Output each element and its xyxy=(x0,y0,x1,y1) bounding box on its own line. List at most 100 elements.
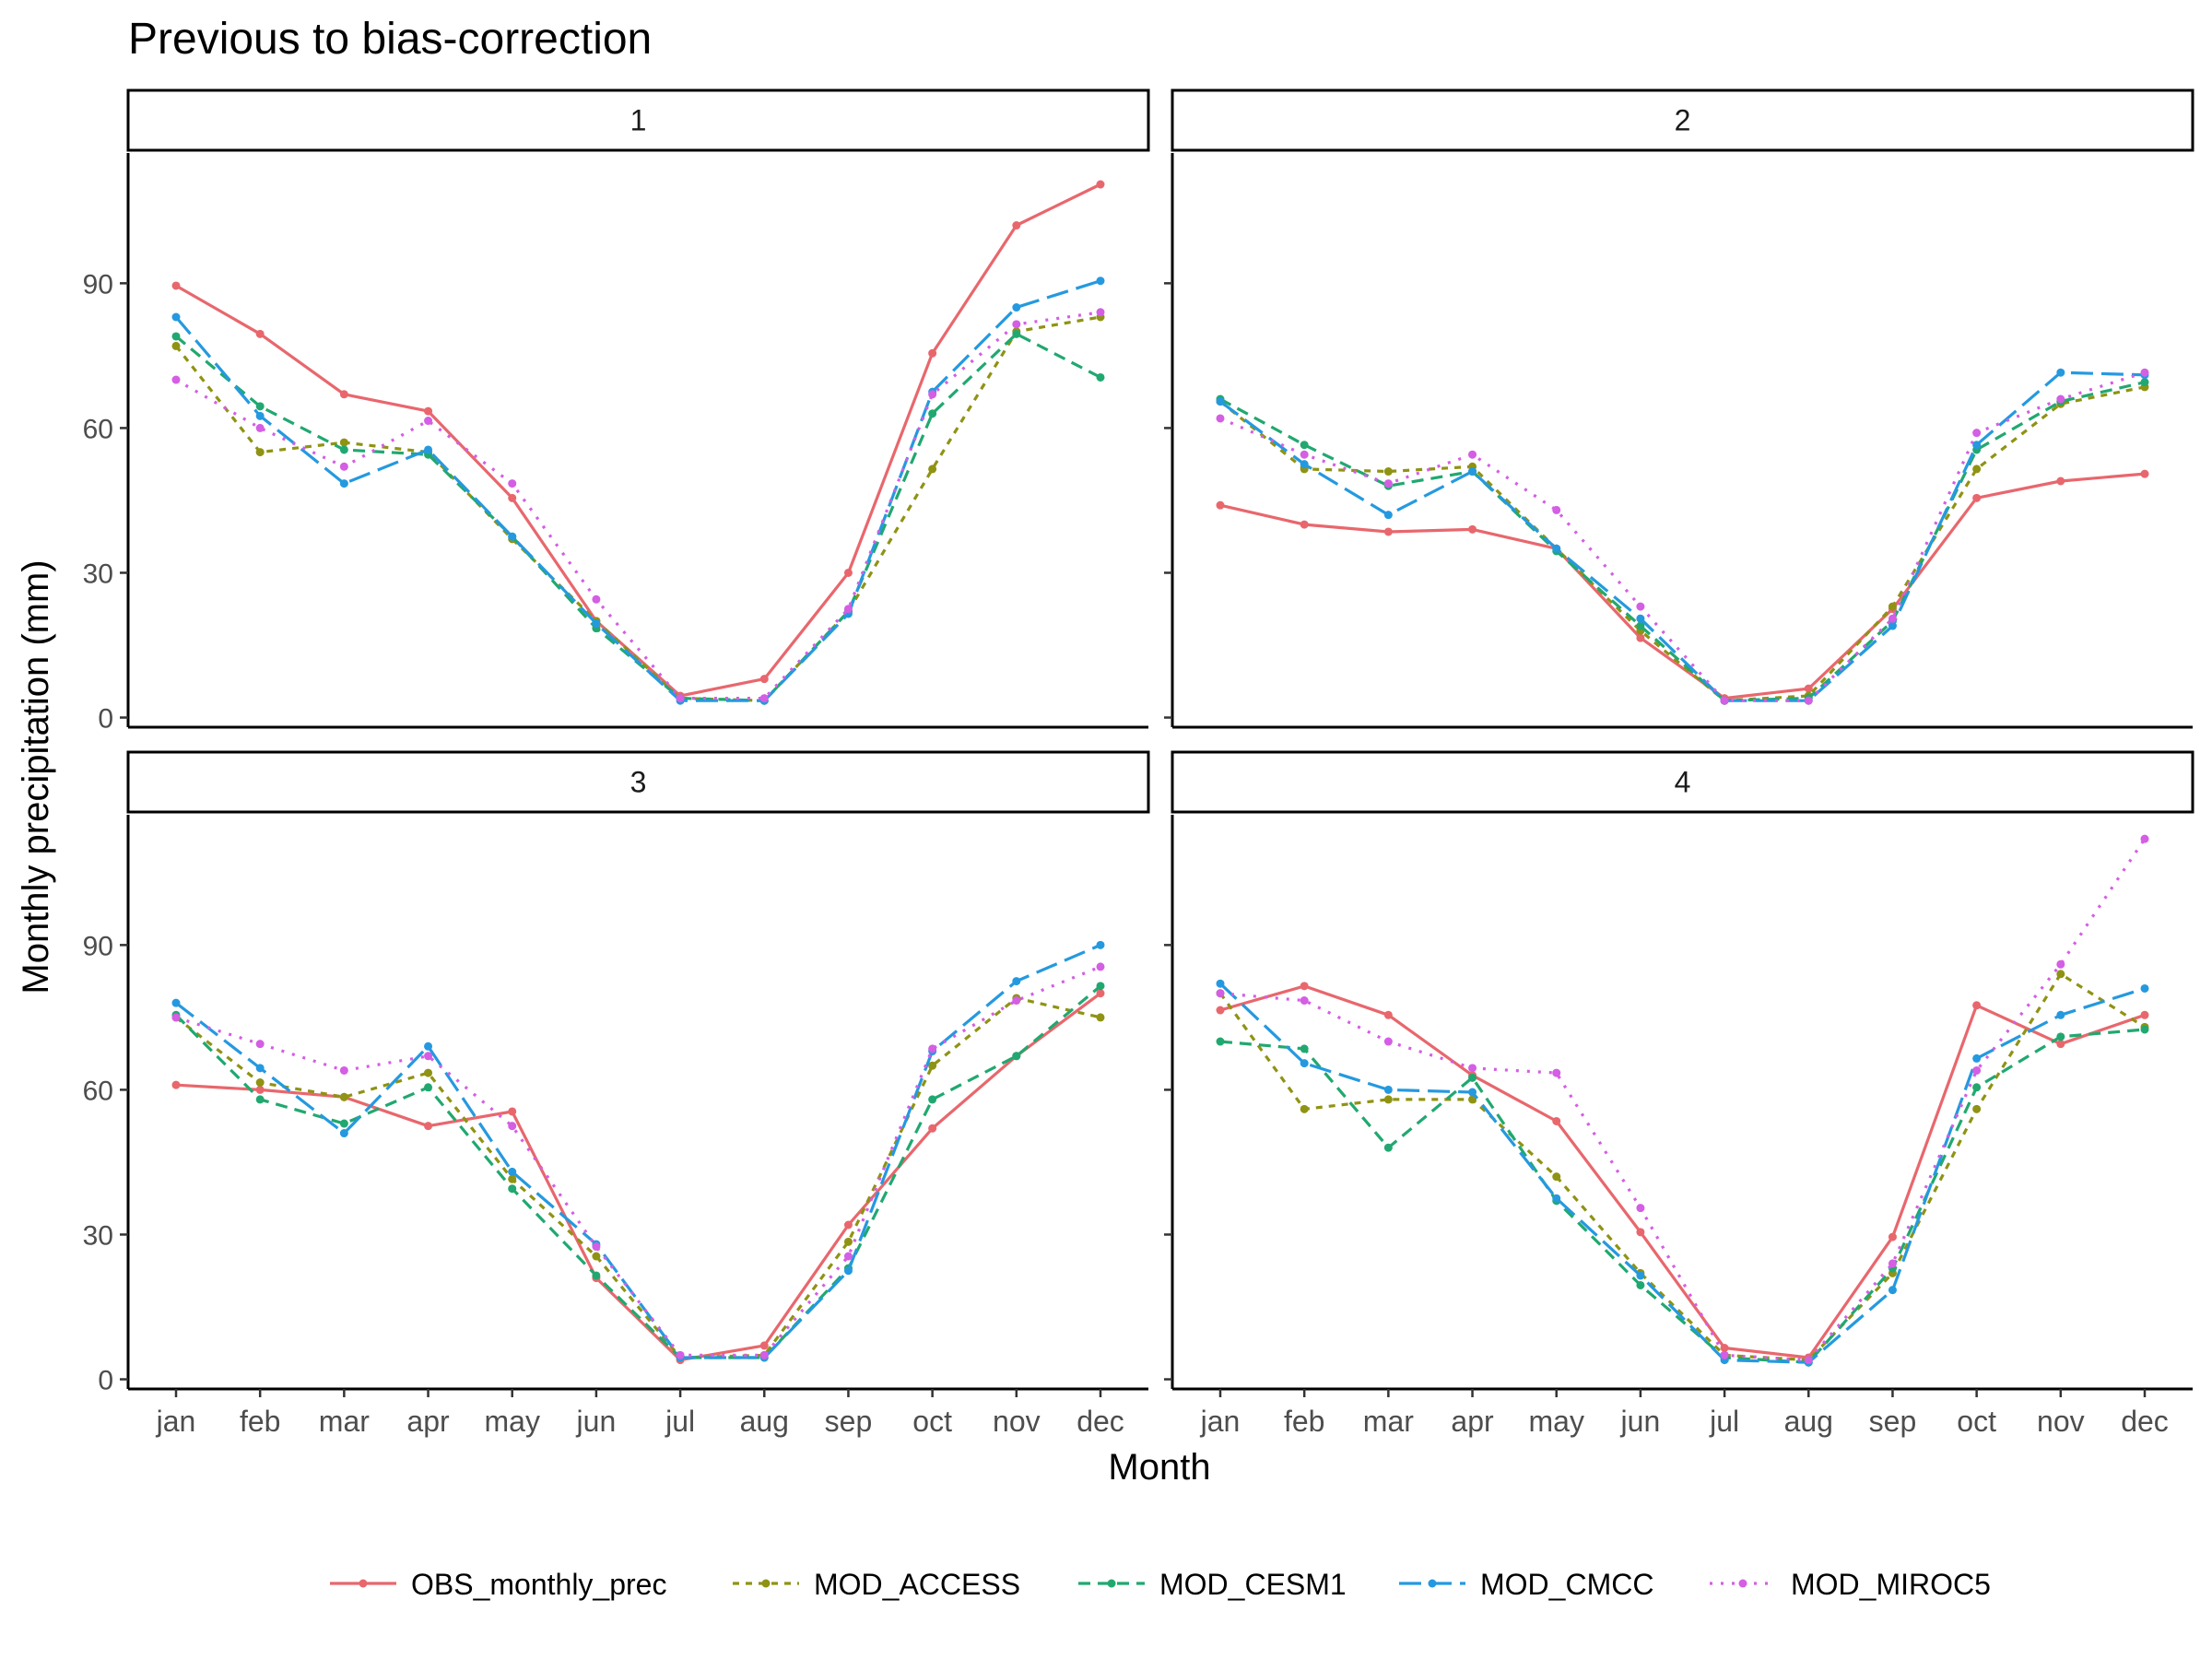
data-point xyxy=(1012,221,1021,230)
data-point xyxy=(1888,1232,1897,1241)
x-tick-label: sep xyxy=(1869,1405,1917,1438)
data-point xyxy=(2056,477,2065,486)
data-point xyxy=(1216,500,1225,510)
data-point xyxy=(2056,1032,2065,1041)
data-point xyxy=(1012,329,1021,338)
x-tick-label: feb xyxy=(1284,1405,1324,1438)
data-point xyxy=(1096,180,1105,189)
data-point xyxy=(171,332,181,341)
data-point xyxy=(1300,1044,1309,1053)
x-tick-label: jul xyxy=(1709,1405,1739,1438)
x-tick-label: oct xyxy=(912,1405,952,1438)
data-point xyxy=(928,1095,937,1104)
data-point xyxy=(1012,320,1021,329)
series-MOD_ACCESS xyxy=(1216,970,2149,1365)
legend-item: MOD_CMCC xyxy=(1399,1568,1653,1601)
data-point xyxy=(339,438,348,447)
data-point xyxy=(2056,368,2065,377)
data-point xyxy=(339,390,348,399)
data-point xyxy=(255,329,265,338)
y-tick-label: 60 xyxy=(83,1076,113,1106)
data-point xyxy=(2140,378,2149,387)
data-point xyxy=(255,448,265,457)
data-point xyxy=(508,493,517,502)
legend-label: MOD_MIROC5 xyxy=(1791,1568,1991,1601)
data-point xyxy=(424,406,433,416)
data-point xyxy=(339,1129,348,1138)
x-tick-label: apr xyxy=(406,1405,450,1438)
data-point xyxy=(424,417,433,426)
data-point xyxy=(1972,1083,1982,1092)
data-point xyxy=(843,1237,853,1246)
data-point xyxy=(1383,1010,1393,1019)
data-point xyxy=(339,1065,348,1075)
series-MOD_CMCC xyxy=(171,276,1105,705)
data-point xyxy=(1468,450,1477,459)
data-point xyxy=(592,1242,601,1252)
data-point xyxy=(1216,989,1225,998)
data-point xyxy=(1012,996,1021,1006)
legend-item: MOD_ACCESS xyxy=(733,1568,1020,1601)
data-point xyxy=(2140,1010,2149,1019)
x-tick-label: aug xyxy=(740,1405,789,1438)
data-point xyxy=(1383,1143,1393,1152)
series-MOD_CESM1 xyxy=(1216,378,2149,705)
series-line xyxy=(1219,371,2146,702)
data-point xyxy=(1216,979,1225,988)
data-point xyxy=(928,465,937,474)
facet-strip-label: 1 xyxy=(630,104,647,137)
x-tick-label: dec xyxy=(1077,1405,1124,1438)
data-point xyxy=(1972,1104,1982,1113)
data-point xyxy=(339,479,348,488)
data-point xyxy=(1096,940,1105,949)
data-point xyxy=(1804,1356,1813,1365)
series-line xyxy=(1218,982,2146,1364)
data-point xyxy=(1300,1104,1309,1113)
series-line xyxy=(175,311,1101,700)
data-point xyxy=(1972,493,1982,502)
data-point xyxy=(171,998,181,1007)
x-tick-label: jun xyxy=(576,1405,617,1438)
data-point xyxy=(171,1080,181,1089)
data-point xyxy=(1720,1344,1729,1352)
series-MOD_MIROC5 xyxy=(171,308,1105,703)
data-point xyxy=(1636,602,1645,611)
data-point xyxy=(1096,308,1105,317)
data-point xyxy=(759,694,769,703)
facet-panel-1: 1 0 30 60 90 xyxy=(83,88,1150,735)
data-point xyxy=(1888,1259,1897,1268)
data-point xyxy=(1012,977,1021,986)
series-line xyxy=(1219,1028,2146,1364)
y-tick-label: 90 xyxy=(83,931,113,961)
y-tick-label: 90 xyxy=(83,269,113,300)
data-point xyxy=(1552,544,1561,553)
data-point xyxy=(1552,1116,1561,1125)
data-point xyxy=(1552,1068,1561,1077)
data-point xyxy=(1888,614,1897,623)
data-point xyxy=(255,411,265,420)
data-point xyxy=(2056,970,2065,979)
data-point xyxy=(255,423,265,432)
data-point xyxy=(339,445,348,454)
data-point xyxy=(508,532,517,541)
y-tick-label: 0 xyxy=(98,704,113,735)
data-point xyxy=(508,1122,517,1131)
x-tick-label: feb xyxy=(240,1405,280,1438)
data-point xyxy=(508,479,517,488)
facet-strip xyxy=(1171,750,2194,814)
data-point xyxy=(1972,441,1982,450)
data-point xyxy=(1012,303,1021,312)
x-tick-label: jul xyxy=(665,1405,695,1438)
data-point xyxy=(1636,1271,1645,1280)
data-point xyxy=(759,1350,769,1359)
data-point xyxy=(1636,633,1645,642)
data-point xyxy=(171,312,181,322)
data-point xyxy=(1300,982,1309,991)
data-point xyxy=(1096,276,1105,286)
data-point xyxy=(592,1252,601,1261)
data-point xyxy=(1720,1350,1729,1359)
series-MOD_MIROC5 xyxy=(1216,834,2149,1365)
